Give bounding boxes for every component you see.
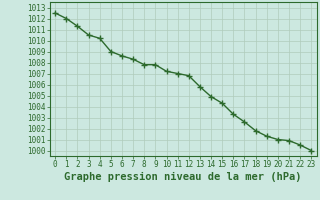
X-axis label: Graphe pression niveau de la mer (hPa): Graphe pression niveau de la mer (hPa) bbox=[64, 172, 302, 182]
